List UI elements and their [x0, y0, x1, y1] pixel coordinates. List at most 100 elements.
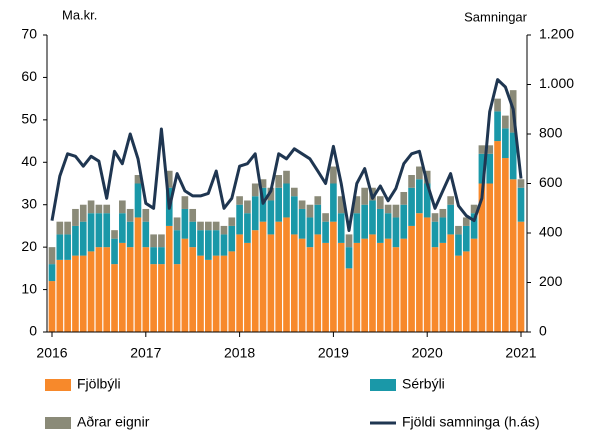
bar-segment [509, 132, 517, 180]
bar-segment [189, 221, 197, 248]
bar-segment [455, 234, 462, 256]
bar-segment [283, 217, 290, 332]
bar-segment [111, 264, 118, 332]
bar-segment [486, 153, 494, 184]
bar-segment [150, 247, 157, 265]
bar-segment [369, 200, 376, 235]
bar-segment [142, 221, 150, 248]
bar-segment [134, 217, 142, 332]
bar-segment [103, 204, 111, 214]
bar-segment [95, 247, 103, 332]
bar-segment [431, 247, 439, 332]
legend-label: Aðrar eignir [77, 414, 150, 430]
x-tick-label: 2016 [36, 345, 67, 361]
bar-segment [205, 221, 212, 231]
bar-segment [212, 230, 220, 256]
legend-swatch [45, 379, 71, 391]
bar-segment [455, 255, 462, 332]
bar-segment [111, 230, 118, 239]
bar-segment [189, 247, 197, 332]
bar-segment [408, 187, 415, 226]
bar-segment [228, 217, 236, 226]
bar-segment [158, 264, 165, 332]
bar-segment [103, 213, 111, 248]
y2-tick-label: 400 [539, 224, 563, 240]
bar-segment [251, 230, 259, 332]
bar-segment [173, 264, 181, 332]
bar-segment [494, 98, 501, 112]
y2-tick-label: 800 [539, 125, 563, 141]
bar-segment [134, 175, 142, 184]
bar-segment [212, 221, 220, 231]
x-tick-label: 2020 [412, 345, 443, 361]
bar-segment [283, 183, 290, 218]
legend-label: Fjölbýli [77, 376, 121, 392]
bar-segment [64, 234, 71, 260]
bar-segment [142, 208, 150, 222]
bar-segment [158, 234, 165, 248]
bar-segment [314, 204, 322, 235]
y-tick-label: 20 [21, 238, 37, 254]
bar-segment [494, 141, 501, 332]
bar-segment [48, 281, 56, 332]
bar-segment [79, 221, 87, 256]
bar-segment [220, 255, 228, 332]
bar-segment [236, 196, 243, 205]
bar-segment [392, 204, 400, 218]
y2-tick-label: 600 [539, 174, 563, 190]
bar-segment [64, 259, 71, 332]
bar-segment [283, 170, 290, 184]
bar-segment [314, 196, 322, 205]
bar-segment [517, 179, 525, 188]
bar-segment [322, 213, 329, 222]
x-tick-label: 2017 [130, 345, 161, 361]
y-axis-title: Ma.kr. [62, 7, 97, 22]
bar-segment [87, 200, 95, 214]
bar-segment [353, 242, 361, 332]
bar-segment [361, 187, 368, 205]
bar-segment [275, 221, 283, 332]
bar-segment [259, 179, 267, 188]
bar-segment [150, 234, 157, 248]
bar-segment [79, 204, 87, 222]
bar-segment [376, 208, 384, 243]
bar-segment [306, 204, 314, 218]
bar-segment [376, 242, 384, 332]
bar-segment [197, 221, 204, 231]
bar-segment [361, 238, 368, 332]
y-tick-label: 50 [21, 111, 37, 127]
bar-segment [298, 200, 306, 209]
x-tick-label: 2018 [224, 345, 255, 361]
bar-segment [431, 213, 439, 222]
bar-segment [408, 175, 415, 188]
bar-segment [87, 251, 95, 332]
bar-segment [486, 183, 494, 332]
bar-segment [103, 247, 111, 332]
bar-segment [330, 183, 337, 222]
bar-segment [462, 225, 470, 252]
bar-segment [322, 221, 329, 243]
bar-segment [228, 251, 236, 332]
y-tick-label: 30 [21, 195, 37, 211]
bar-segment [267, 234, 275, 332]
bar-segment [517, 187, 525, 222]
bar-segment [205, 230, 212, 260]
bar-segment [369, 234, 376, 332]
bar-segment [236, 234, 243, 332]
bar-segment [408, 225, 415, 332]
bar-segment [134, 183, 142, 218]
bar-segment [322, 242, 329, 332]
bar-segment [220, 234, 228, 256]
bar-segment [119, 200, 126, 214]
bar-segment [298, 238, 306, 332]
bar-segment [400, 204, 408, 239]
bar-segment [64, 221, 71, 235]
bar-segment [56, 221, 64, 235]
bar-segment [392, 217, 400, 248]
bar-segment [236, 204, 243, 235]
bar-segment [502, 115, 509, 129]
bar-segment [306, 217, 314, 248]
bar-segment [267, 187, 275, 201]
bar-segment [353, 196, 361, 214]
